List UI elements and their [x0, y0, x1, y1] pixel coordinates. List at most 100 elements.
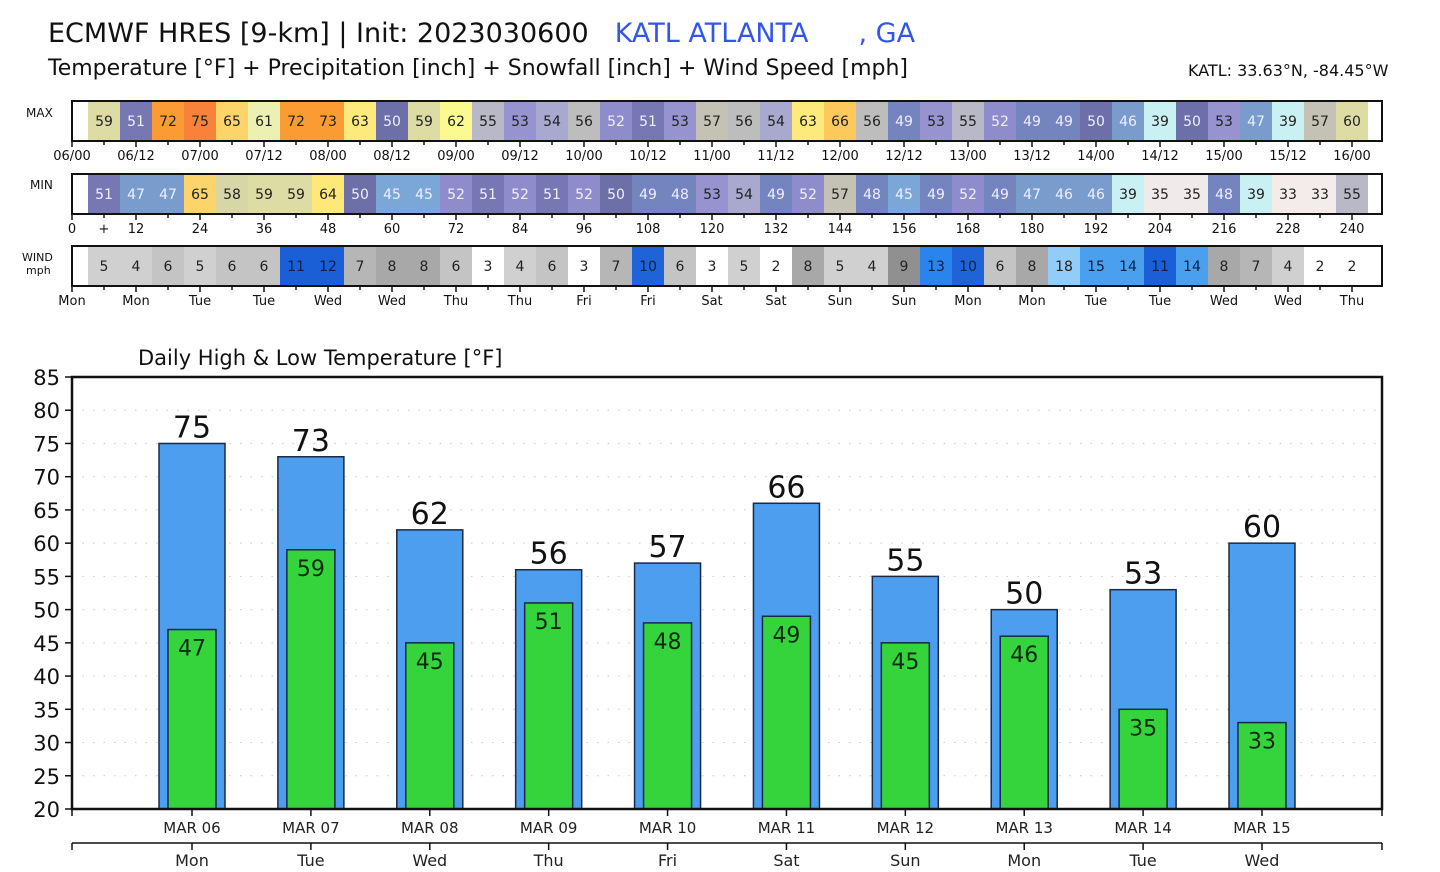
y-tick-label: 65: [33, 499, 60, 523]
max-strip-tick-label: 08/00: [309, 149, 346, 164]
wind-strip-cell: [88, 246, 120, 286]
max-strip-tick-label: 07/12: [245, 149, 282, 164]
max-strip-tick-label: 15/00: [1205, 149, 1242, 164]
max-strip-cell: [88, 101, 120, 141]
date-label: MAR 07: [282, 819, 339, 837]
min-strip-tick-label: 168: [956, 222, 981, 237]
wind-strip-value: 18: [1055, 259, 1073, 275]
max-strip-value: 66: [831, 114, 849, 130]
wind-strip-cell: [1080, 246, 1112, 286]
min-strip-value: 45: [383, 187, 401, 203]
wind-strip-value: 4: [1284, 259, 1293, 275]
high-temp-label: 50: [1005, 577, 1043, 612]
station-state: , GA: [858, 18, 916, 49]
wind-strip-cell: [376, 246, 408, 286]
min-strip-cell: [216, 174, 248, 214]
max-strip-cell: [1016, 101, 1048, 141]
date-label: MAR 12: [877, 819, 934, 837]
min-strip-cell: [184, 174, 216, 214]
min-strip-tick-label: 60: [384, 222, 401, 237]
max-strip-value: 72: [287, 114, 305, 130]
y-tick-label: 25: [33, 765, 60, 789]
weekday-label: Tue: [296, 851, 324, 870]
min-strip-frame: [71, 173, 1383, 215]
date-label: MAR 06: [163, 819, 220, 837]
weekday-label: Thu: [533, 851, 564, 870]
wind-strip-value: 4: [132, 259, 141, 275]
max-strip-value: 53: [927, 114, 945, 130]
min-strip-value: 39: [1247, 187, 1265, 203]
wind-strip-cell: [1048, 246, 1080, 286]
high-temp-label: 73: [292, 424, 330, 459]
low-temp-bar: [761, 615, 812, 810]
wind-strip-cell: [824, 246, 856, 286]
wind-strip-value: 6: [548, 259, 557, 275]
y-tick-label: 50: [33, 599, 60, 623]
wind-strip-value: 6: [164, 259, 173, 275]
min-strip-value: 51: [95, 187, 113, 203]
wind-strip-value: 4: [868, 259, 877, 275]
max-strip-cell: [568, 101, 600, 141]
wind-strip-tick-label: Thu: [443, 294, 468, 309]
wind-strip-value: 9: [900, 259, 909, 275]
high-temp-label: 66: [767, 470, 805, 505]
max-strip-cell: [792, 101, 824, 141]
max-strip-value: 63: [351, 114, 369, 130]
max-row-label: MAX: [26, 106, 53, 120]
y-tick-label: 40: [33, 665, 60, 689]
max-strip-cell: [1176, 101, 1208, 141]
max-strip-value: 59: [95, 114, 113, 130]
max-strip-cell: [504, 101, 536, 141]
max-strip-cell: [1304, 101, 1336, 141]
date-label: MAR 11: [758, 819, 815, 837]
max-strip-value: 49: [895, 114, 913, 130]
min-strip-cell: [728, 174, 760, 214]
wind-strip-value: 13: [927, 259, 945, 275]
wind-strip-cell: [216, 246, 248, 286]
max-strip-cell: [472, 101, 504, 141]
max-strip-tick-label: 13/12: [1013, 149, 1050, 164]
max-strip-value: 51: [127, 114, 145, 130]
low-temp-bar: [523, 602, 574, 810]
y-tick-label: 70: [33, 466, 60, 490]
max-strip-cell: [280, 101, 312, 141]
min-strip-tick-label: 108: [636, 222, 661, 237]
date-label: MAR 15: [1233, 819, 1290, 837]
max-strip-cell: [1336, 101, 1368, 141]
high-temp-label: 56: [530, 537, 568, 572]
wind-strip-cell: [504, 246, 536, 286]
min-strip-tick-label: 240: [1340, 222, 1365, 237]
wind-strip-value: 5: [836, 259, 845, 275]
min-strip-value: 48: [671, 187, 689, 203]
high-temp-label: 75: [173, 410, 211, 445]
wind-strip-cell: [1336, 246, 1368, 286]
wind-strip-value: 10: [959, 259, 977, 275]
min-strip-value: 33: [1279, 187, 1297, 203]
wind-strip-cell: [1272, 246, 1304, 286]
wind-speed-strip: 5 4 6 5 6 6 11 12 7 8 8 6 3 4 6 3 7 10 6 3 5 2 8 5 4 9 13 10 6 8 18 15 1…: [58, 245, 1383, 309]
weekday-label: Sun: [890, 851, 920, 870]
wind-strip-cell: [1144, 246, 1176, 286]
max-strip-value: 56: [863, 114, 881, 130]
wind-strip-cell: [952, 246, 984, 286]
wind-strip-value: 5: [100, 259, 109, 275]
min-row-label: MIN: [30, 178, 53, 192]
wind-strip-tick-label: Sun: [828, 294, 853, 309]
wind-strip-tick-label: Wed: [1274, 294, 1302, 309]
wind-strip-tick-label: Tue: [188, 294, 211, 309]
min-strip-value: 50: [351, 187, 369, 203]
max-strip-value: 72: [159, 114, 177, 130]
wind-strip-cell: [888, 246, 920, 286]
y-tick-label: 35: [33, 698, 60, 722]
y-tick-label: 75: [33, 432, 60, 456]
wind-strip-cell: [600, 246, 632, 286]
wind-strip-tick-label: Fri: [576, 294, 592, 309]
wind-strip-value: 11: [1151, 259, 1169, 275]
max-strip-cell: [312, 101, 344, 141]
low-temp-label: 51: [535, 610, 563, 635]
wind-strip-cell: [184, 246, 216, 286]
low-temp-bar: [1118, 708, 1168, 810]
min-strip-cell: [952, 174, 984, 214]
wind-strip-cell: [408, 246, 440, 286]
min-strip-tick-label: 216: [1212, 222, 1237, 237]
